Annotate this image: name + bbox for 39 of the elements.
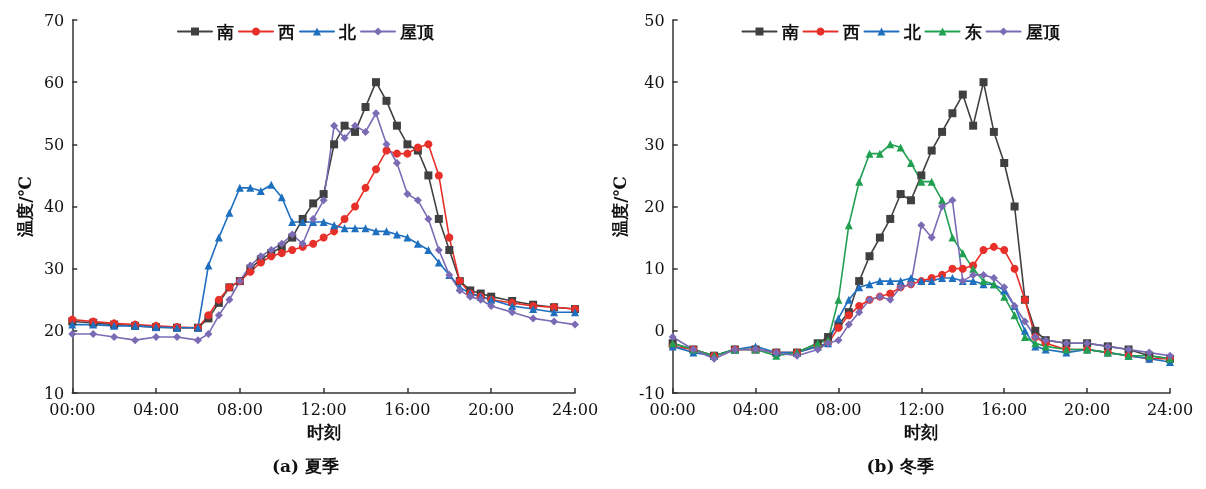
x-tick-label: 24:00	[1146, 399, 1194, 419]
x-axis-title: 时刻	[904, 421, 939, 442]
legend-label: 北	[902, 21, 922, 42]
y-tick-label: 20	[43, 321, 65, 341]
y-tick-label: 50	[644, 10, 665, 30]
text: (a) 夏季	[271, 455, 340, 476]
legend-label: 北	[338, 21, 357, 42]
legend-label: 屋顶	[399, 21, 435, 42]
y-tick-label: 20	[644, 197, 665, 216]
y-tick-label: 30	[644, 134, 665, 154]
x-tick-label: 24:00	[551, 399, 599, 419]
y-tick-label: 60	[43, 72, 65, 92]
legend-label: 西	[841, 21, 860, 42]
y-tick-label: 10	[644, 259, 665, 279]
legend-label: 东	[963, 21, 982, 42]
text: (b) 冬季	[866, 455, 935, 476]
legend-label: 南	[780, 21, 799, 42]
x-axis-title: 时刻	[306, 421, 341, 442]
x-tick-label: 08:00	[216, 399, 263, 419]
y-axis-title: 温度/℃	[14, 176, 35, 238]
y-axis-title: 温度/℃	[609, 176, 630, 238]
x-tick-label: 20:00	[1064, 399, 1111, 419]
x-tick-label: 08:00	[815, 399, 862, 419]
y-tick-label: 30	[43, 259, 65, 279]
x-tick-label: 12:00	[898, 399, 945, 419]
x-tick-label: 12:00	[300, 399, 347, 419]
x-tick-label: 04:00	[732, 399, 779, 419]
legend-label: 西	[277, 21, 295, 42]
legend-label: 南	[216, 21, 234, 42]
legend-label: 屋顶	[1024, 21, 1061, 42]
y-tick-label: 70	[43, 10, 65, 30]
x-tick-label: 16:00	[981, 399, 1028, 419]
y-tick-label: 40	[43, 197, 65, 216]
y-tick-label: 40	[644, 72, 665, 92]
x-tick-label: 04:00	[132, 399, 180, 419]
y-tick-label: 50	[43, 134, 65, 154]
y-tick-label: 0	[654, 321, 665, 341]
x-tick-label: 20:00	[468, 399, 515, 419]
x-tick-label: 16:00	[384, 399, 431, 419]
